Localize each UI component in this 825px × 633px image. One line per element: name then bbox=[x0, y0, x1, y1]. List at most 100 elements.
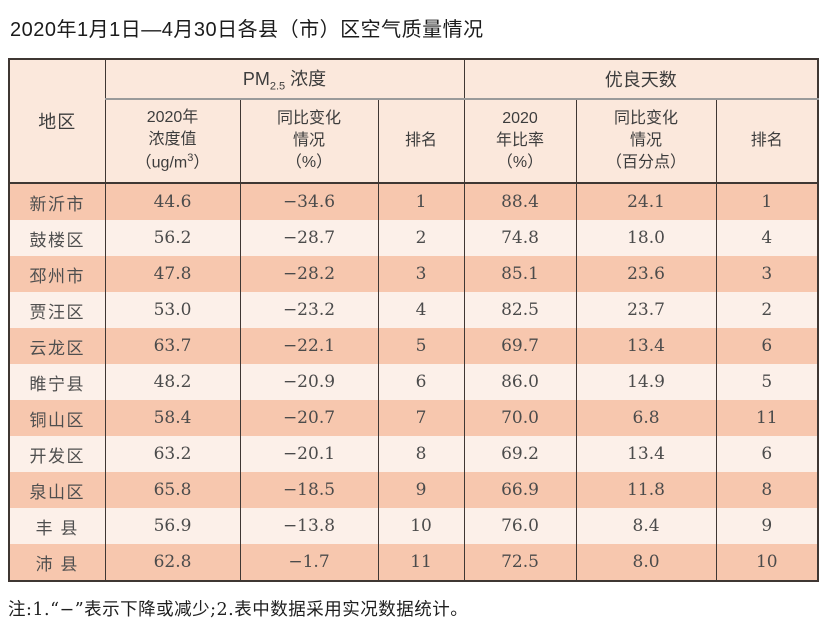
pm-value-cell: 53.0 bbox=[104, 292, 241, 328]
good-change-cell: 6.8 bbox=[575, 400, 717, 436]
good-rank-cell: 9 bbox=[715, 508, 819, 544]
cubic-superscript: 3 bbox=[187, 152, 194, 165]
pm-value-cell: 56.9 bbox=[104, 508, 241, 544]
air-quality-table: 地区 PM2.5 浓度 优良天数 2020年 浓度值 （ug/m3） 同比变化 … bbox=[8, 58, 820, 582]
good-rank-cell: 3 bbox=[715, 256, 819, 292]
pm-rank-cell: 11 bbox=[377, 544, 465, 581]
pm25-label-prefix: PM bbox=[242, 69, 270, 90]
region-cell: 新沂市 bbox=[8, 183, 106, 220]
good-ratio-cell: 66.9 bbox=[463, 472, 577, 508]
region-cell: 开发区 bbox=[8, 436, 106, 472]
pm-rank-cell: 7 bbox=[377, 400, 465, 436]
pm25-value-header: 2020年 浓度值 （ug/m3） bbox=[104, 99, 241, 184]
pm-value-cell: 58.4 bbox=[104, 400, 241, 436]
page-title: 2020年1月1日—4月30日各县（市）区空气质量情况 bbox=[10, 19, 484, 41]
pm-change-cell: −28.7 bbox=[239, 220, 379, 256]
table-row: 铜山区 58.4 −20.7 7 70.0 6.8 11 bbox=[8, 400, 819, 436]
footnote: 注:1.“−”表示下降或减少;2.表中数据采用实况数据统计。 bbox=[8, 600, 469, 620]
good-change-cell: 8.0 bbox=[575, 544, 717, 581]
good-days-group-header: 优良天数 bbox=[463, 59, 819, 100]
pm-rank-cell: 2 bbox=[377, 220, 465, 256]
region-cell: 鼓楼区 bbox=[8, 220, 106, 256]
region-cell: 云龙区 bbox=[8, 328, 106, 364]
good-rank-cell: 5 bbox=[715, 364, 819, 400]
good-rank-cell: 1 bbox=[715, 183, 819, 220]
good-change-cell: 8.4 bbox=[575, 508, 717, 544]
pm25-value-header-line3: （ug/m3） bbox=[135, 152, 210, 172]
good-rank-cell: 6 bbox=[715, 328, 819, 364]
pm25-change-header: 同比变化 情况 （%） bbox=[239, 99, 379, 184]
pm-rank-cell: 4 bbox=[377, 292, 465, 328]
table-row: 邳州市 47.8 −28.2 3 85.1 23.6 3 bbox=[8, 256, 819, 292]
pm-rank-cell: 3 bbox=[377, 256, 465, 292]
good-ratio-cell: 82.5 bbox=[463, 292, 577, 328]
good-rank-cell: 8 bbox=[715, 472, 819, 508]
good-ratio-header: 2020 年比率 （%） bbox=[463, 99, 577, 184]
table-body: 新沂市 44.6 −34.6 1 88.4 24.1 1 鼓楼区 56.2 −28.7 2 74.8 1… bbox=[8, 183, 819, 581]
table-row: 睢宁县 48.2 −20.9 6 86.0 14.9 5 bbox=[8, 364, 819, 400]
pm-value-cell: 56.2 bbox=[104, 220, 241, 256]
pm-value-cell: 65.8 bbox=[104, 472, 241, 508]
table-row: 新沂市 44.6 −34.6 1 88.4 24.1 1 bbox=[8, 183, 819, 220]
pm-change-cell: −1.7 bbox=[239, 544, 379, 581]
table-row: 鼓楼区 56.2 −28.7 2 74.8 18.0 4 bbox=[8, 220, 819, 256]
table-row: 丰 县 56.9 −13.8 10 76.0 8.4 9 bbox=[8, 508, 819, 544]
region-cell: 沛 县 bbox=[8, 544, 106, 581]
good-change-cell: 23.7 bbox=[575, 292, 717, 328]
pm25-value-header-line1: 2020年 bbox=[146, 109, 199, 127]
group-header-row: 地区 PM2.5 浓度 优良天数 bbox=[8, 59, 819, 184]
pm25-label-suffix: 浓度 bbox=[285, 69, 327, 90]
pm-value-cell: 63.2 bbox=[104, 436, 241, 472]
pm-rank-cell: 1 bbox=[377, 183, 465, 220]
good-ratio-cell: 76.0 bbox=[463, 508, 577, 544]
region-cell: 贾汪区 bbox=[8, 292, 106, 328]
table-row: 云龙区 63.7 −22.1 5 69.7 13.4 6 bbox=[8, 328, 819, 364]
pm-change-cell: −34.6 bbox=[239, 183, 379, 220]
good-ratio-cell: 72.5 bbox=[463, 544, 577, 581]
table-row: 开发区 63.2 −20.1 8 69.2 13.4 6 bbox=[8, 436, 819, 472]
good-change-header: 同比变化 情况 （百分点） bbox=[575, 99, 717, 184]
good-ratio-cell: 88.4 bbox=[463, 183, 577, 220]
good-rank-cell: 4 bbox=[715, 220, 819, 256]
pm-value-cell: 44.6 bbox=[104, 183, 241, 220]
pm-change-cell: −28.2 bbox=[239, 256, 379, 292]
good-rank-cell: 11 bbox=[715, 400, 819, 436]
good-ratio-cell: 74.8 bbox=[463, 220, 577, 256]
table-header: 地区 PM2.5 浓度 优良天数 2020年 浓度值 （ug/m3） 同比变化 … bbox=[8, 59, 819, 184]
good-rank-header: 排名 bbox=[715, 99, 819, 184]
good-change-cell: 24.1 bbox=[575, 183, 717, 220]
good-change-cell: 14.9 bbox=[575, 364, 717, 400]
pm-value-cell: 48.2 bbox=[104, 364, 241, 400]
pm-change-cell: −13.8 bbox=[239, 508, 379, 544]
pm25-subscript: 2.5 bbox=[269, 80, 286, 93]
pm-change-cell: −23.2 bbox=[239, 292, 379, 328]
pm-change-cell: −18.5 bbox=[239, 472, 379, 508]
pm-change-cell: −20.7 bbox=[239, 400, 379, 436]
pm25-rank-header: 排名 bbox=[377, 99, 465, 184]
sub-header-row: 2020年 浓度值 （ug/m3） 同比变化 情况 （%） 排名 2020 年比… bbox=[9, 99, 819, 184]
good-rank-cell: 6 bbox=[715, 436, 819, 472]
good-ratio-cell: 85.1 bbox=[463, 256, 577, 292]
good-change-cell: 18.0 bbox=[575, 220, 717, 256]
good-change-cell: 13.4 bbox=[575, 436, 717, 472]
pm-rank-cell: 5 bbox=[377, 328, 465, 364]
region-cell: 邳州市 bbox=[8, 256, 106, 292]
region-cell: 睢宁县 bbox=[8, 364, 106, 400]
table-row: 贾汪区 53.0 −23.2 4 82.5 23.7 2 bbox=[8, 292, 819, 328]
pm-change-cell: −20.1 bbox=[239, 436, 379, 472]
table-row: 沛 县 62.8 −1.7 11 72.5 8.0 10 bbox=[8, 544, 819, 581]
good-ratio-cell: 86.0 bbox=[463, 364, 577, 400]
pm-rank-cell: 10 bbox=[377, 508, 465, 544]
pm-rank-cell: 8 bbox=[377, 436, 465, 472]
table-row: 泉山区 65.8 −18.5 9 66.9 11.8 8 bbox=[8, 472, 819, 508]
pm-value-cell: 63.7 bbox=[104, 328, 241, 364]
good-change-cell: 23.6 bbox=[575, 256, 717, 292]
pm-change-cell: −20.9 bbox=[239, 364, 379, 400]
region-cell: 丰 县 bbox=[8, 508, 106, 544]
region-cell: 泉山区 bbox=[8, 472, 106, 508]
pm-value-cell: 62.8 bbox=[104, 544, 241, 581]
region-cell: 铜山区 bbox=[8, 400, 106, 436]
good-ratio-cell: 70.0 bbox=[463, 400, 577, 436]
pm-value-cell: 47.8 bbox=[104, 256, 241, 292]
pm-change-cell: −22.1 bbox=[239, 328, 379, 364]
